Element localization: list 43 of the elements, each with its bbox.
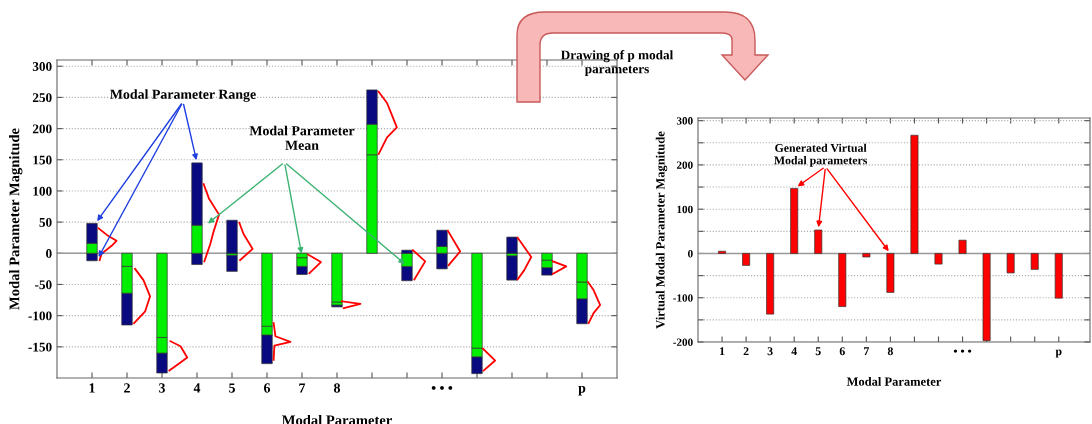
x-tick-label: 7 bbox=[864, 347, 870, 356]
x-axis-title: Modal Parameter bbox=[846, 377, 942, 386]
x-tick-label: 6 bbox=[264, 383, 271, 393]
y-tick-label: 0 bbox=[688, 249, 693, 258]
x-tick-label: • • • bbox=[953, 349, 972, 353]
x-tick-label: 1 bbox=[89, 383, 95, 393]
x-tick-label: 3 bbox=[159, 383, 165, 393]
annotation: Generated Virtual Modal parameters bbox=[774, 143, 868, 167]
y-axis-title: Modal Parameter Magnitude bbox=[9, 128, 23, 310]
x-tick-label: 2 bbox=[124, 383, 130, 393]
x-tick-label: 8 bbox=[887, 347, 893, 356]
x-tick-label: 5 bbox=[229, 383, 235, 393]
y-tick-label: -50 bbox=[35, 280, 52, 290]
y-tick-label: -100 bbox=[28, 311, 52, 321]
y-tick-label: 200 bbox=[32, 124, 52, 134]
y-tick-label: 100 bbox=[677, 205, 693, 214]
y-tick-label: 200 bbox=[676, 161, 693, 169]
y-tick-label: 100 bbox=[33, 186, 52, 196]
annotation: Modal Parameter Mean bbox=[249, 125, 355, 150]
y-tick-label: -200 bbox=[673, 338, 693, 346]
x-tick-label: 2 bbox=[743, 347, 749, 356]
y-tick-label: 300 bbox=[676, 117, 693, 125]
x-tick-label: 3 bbox=[767, 347, 773, 356]
x-tick-label: 5 bbox=[815, 347, 821, 356]
y-tick-label: 50 bbox=[39, 217, 52, 227]
y-axis-title: Virtual Modal Parameter Magnitude bbox=[655, 131, 668, 329]
x-tick-label: 8 bbox=[333, 383, 341, 393]
y-tick-label: 300 bbox=[32, 62, 52, 71]
y-tick-label: 150 bbox=[33, 155, 52, 165]
annotation: Drawing of p modal parameters bbox=[560, 50, 674, 76]
y-tick-label: -100 bbox=[673, 294, 693, 302]
y-tick-label: 250 bbox=[32, 93, 52, 103]
x-tick-label: p bbox=[578, 385, 586, 396]
y-tick-label: 0 bbox=[46, 249, 52, 258]
x-tick-label: 7 bbox=[299, 383, 306, 393]
x-tick-label: p bbox=[1055, 349, 1062, 358]
x-tick-label: 1 bbox=[720, 347, 725, 356]
x-tick-label: • • • bbox=[431, 386, 453, 390]
annotation: Modal Parameter Range bbox=[110, 89, 256, 102]
x-tick-label: 4 bbox=[193, 383, 201, 393]
x-tick-label: 6 bbox=[839, 347, 845, 356]
y-tick-label: -150 bbox=[28, 342, 52, 352]
x-tick-label: 4 bbox=[791, 347, 797, 356]
